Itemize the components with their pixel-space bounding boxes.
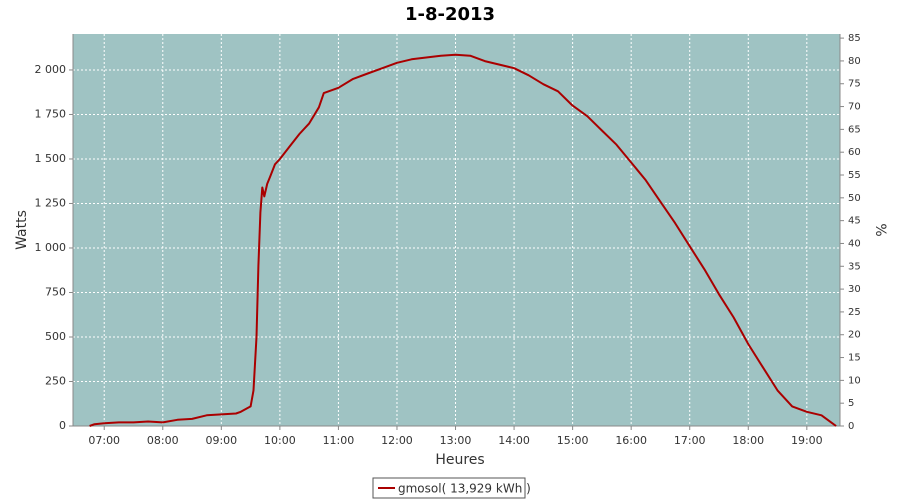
x-tick-label: 07:00 [88,434,120,447]
y2-tick-label: 30 [848,284,861,295]
legend-box [372,477,526,499]
y-tick-label: 1 500 [35,152,67,165]
y-tick-label: 2 000 [35,63,67,76]
y2-tick-label: 5 [848,398,854,409]
y-axis-title: Watts [14,210,30,250]
x-tick-label: 16:00 [615,434,647,447]
y-tick-label: 750 [45,285,66,298]
x-tick-label: 09:00 [205,434,237,447]
y2-tick-label: 50 [848,193,861,204]
chart-title: 1-8-2013 [405,4,495,25]
x-tick-label: 17:00 [674,434,706,447]
y2-tick-label: 80 [848,56,861,67]
x-axis-title: Heures [435,452,484,468]
y-tick-label: 500 [45,330,66,343]
x-tick-label: 13:00 [440,434,472,447]
x-tick-label: 15:00 [557,434,589,447]
y-tick-label: 0 [59,419,66,432]
legend-label: gmosol( 13,929 kWh ) [398,482,531,496]
y2-tick-label: 65 [848,124,861,135]
y2-tick-label: 70 [848,102,861,113]
x-tick-label: 10:00 [264,434,296,447]
y-tick-label: 1 250 [35,196,67,209]
y2-tick-label: 60 [848,147,861,158]
y-tick-label: 1 000 [35,241,67,254]
y2-axis-title: % [872,223,888,236]
y2-tick-label: 85 [848,33,861,44]
y-tick-label: 250 [45,374,66,387]
y2-tick-label: 40 [848,238,861,249]
x-tick-label: 19:00 [791,434,823,447]
y2-tick-label: 25 [848,307,861,318]
x-tick-label: 12:00 [381,434,413,447]
y2-tick-label: 35 [848,261,861,272]
x-tick-label: 08:00 [147,434,179,447]
y2-tick-label: 75 [848,79,861,90]
plot-area [73,34,840,426]
y2-tick-label: 55 [848,170,861,181]
y2-tick-label: 10 [848,375,861,386]
y2-tick-label: 20 [848,330,861,341]
y2-tick-label: 15 [848,353,861,364]
y2-tick-label: 0 [848,421,854,432]
y2-tick-label: 45 [848,216,861,227]
series-line [89,53,837,427]
x-tick-label: 14:00 [498,434,530,447]
y-tick-label: 1 750 [35,107,67,120]
x-tick-label: 11:00 [323,434,355,447]
x-tick-label: 18:00 [732,434,764,447]
